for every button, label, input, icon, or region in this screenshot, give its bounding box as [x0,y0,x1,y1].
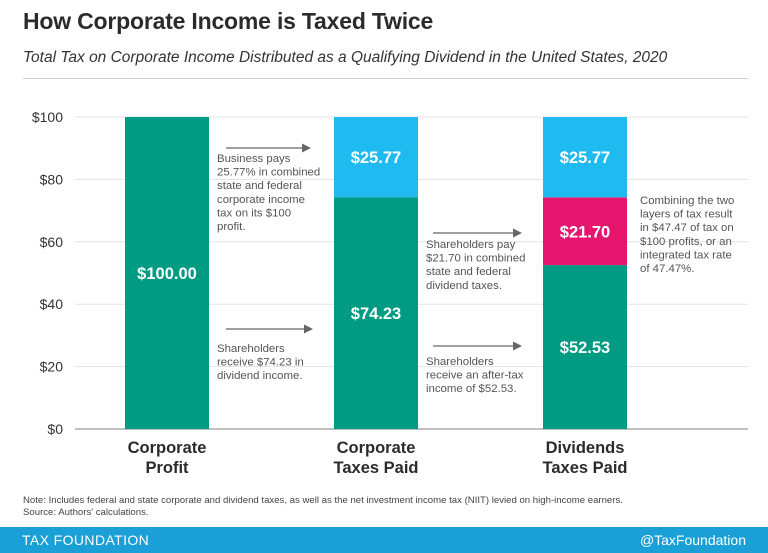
annotation-arrow-head [302,143,311,153]
note-text: Note: Includes federal and state corpora… [23,495,623,506]
annotation-text: receive an after-tax [426,370,524,382]
annotation-text: profit. [217,221,246,233]
annotation-text: Shareholders [426,356,494,368]
annotation-text: tax on its $100 [217,207,291,219]
bar-segment [543,117,627,198]
chart-subtitle: Total Tax on Corporate Income Distribute… [23,49,668,66]
x-category-label: Dividends [546,439,625,457]
y-tick-label: $100 [32,109,63,125]
annotation-arrow-head [304,324,313,334]
annotation-text: Shareholders pay [426,239,516,251]
source-text: Source: Authors' calculations. [23,507,149,518]
title-divider [23,78,748,79]
footer-bar: TAX FOUNDATION @TaxFoundation [0,527,768,553]
chart-title: How Corporate Income is Taxed Twice [23,8,434,34]
annotation-text: state and federal [217,180,302,192]
annotation-text: corporate income [217,194,305,206]
stacked-bar-chart: $0 $20 $40 $60 $80 $100 $100.00 Corporate Profit… [32,109,748,477]
y-tick-label: $60 [40,234,64,250]
x-category-label: Corporate [128,439,207,457]
y-tick-label: $0 [47,421,63,437]
bar-segment [334,197,418,429]
footer-brand[interactable]: TAX FOUNDATION [22,532,150,548]
footer-handle[interactable]: @TaxFoundation [639,532,746,548]
annotation-text: 25.77% in combined [217,167,320,179]
x-category-label: Profit [145,459,189,477]
annotation-text: dividend taxes. [426,280,502,292]
bar-value-label: $25.77 [560,149,610,167]
annotation-text: of 47.47%. [640,263,694,275]
y-tick-label: $40 [40,296,64,312]
annotation-text: integrated tax rate [640,249,732,261]
annotation-text: $21.70 in combined [426,253,525,265]
bar-segment [543,197,627,266]
bar-value-label: $21.70 [560,223,610,241]
bar-value-label: $74.23 [351,305,401,323]
annotation-text: Business pays [217,153,291,165]
bar-segment [334,117,418,198]
annotation-text: layers of tax result [640,209,733,221]
bar-value-label: $52.53 [560,339,610,357]
chart-notes: Note: Includes federal and state corpora… [23,495,623,519]
annotation-text: Combining the two [640,195,734,207]
annotation-text: income of $52.53. [426,383,517,395]
y-tick-label: $80 [40,171,64,187]
bar-value-label: $100.00 [137,265,197,283]
bar-value-label: $25.77 [351,149,401,167]
annotation-text: $100 profits, or an [640,236,732,248]
annotation-text: Shareholders [217,343,285,355]
x-category-label: Taxes Paid [334,459,419,477]
x-category-label: Corporate [337,439,416,457]
bar-segment [125,117,209,429]
annotation-text: in $47.47 of tax on [640,222,734,234]
annotation-arrow-head [513,341,522,351]
annotation-text: dividend income. [217,370,302,382]
annotation-arrow-head [513,228,522,238]
x-category-label: Taxes Paid [543,459,628,477]
bar-segment [543,265,627,429]
y-tick-label: $20 [40,359,64,375]
annotation-text: state and federal [426,266,511,278]
annotation-text: receive $74.23 in [217,357,304,369]
